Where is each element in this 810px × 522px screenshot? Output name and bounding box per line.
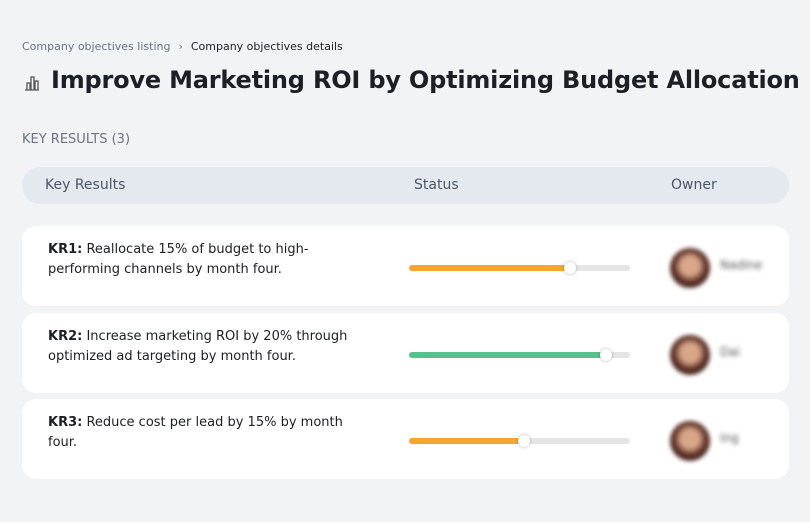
key-result-text: KR1: Reallocate 15% of budget to high-pe… bbox=[48, 240, 348, 280]
page-title: Improve Marketing ROI by Optimizing Budg… bbox=[51, 66, 800, 94]
owner-name: Nadine bbox=[720, 258, 763, 272]
progress-track bbox=[409, 262, 630, 274]
progress-knob bbox=[599, 349, 612, 361]
progress-knob bbox=[517, 435, 530, 447]
progress-knob bbox=[564, 262, 577, 274]
key-result-row: KR1: Reallocate 15% of budget to high-pe… bbox=[22, 226, 789, 306]
key-result-description: Reduce cost per lead by 15% by month fou… bbox=[48, 415, 343, 450]
key-result-description: Reallocate 15% of budget to high-perform… bbox=[48, 242, 309, 277]
key-result-row: KR2: Increase marketing ROI by 20% throu… bbox=[22, 313, 789, 393]
breadcrumb-current: Company objectives details bbox=[190, 40, 343, 53]
progress-fill bbox=[409, 438, 524, 444]
progress-track bbox=[409, 349, 630, 361]
progress-track bbox=[409, 435, 630, 447]
progress-fill bbox=[409, 352, 606, 358]
breadcrumb-separator: › bbox=[178, 40, 183, 53]
key-result-text: KR2: Increase marketing ROI by 20% throu… bbox=[48, 327, 348, 367]
owner-avatar bbox=[670, 335, 710, 375]
column-header: Owner bbox=[671, 177, 717, 193]
table-header: Key Results Status Owner bbox=[22, 167, 789, 204]
progress-fill bbox=[409, 265, 571, 271]
key-result-text: KR3: Reduce cost per lead by 15% by mont… bbox=[48, 413, 348, 453]
key-result-label: KR1: bbox=[48, 242, 83, 257]
key-result-label: KR3: bbox=[48, 415, 83, 430]
key-result-row: KR3: Reduce cost per lead by 15% by mont… bbox=[22, 399, 789, 479]
owner-avatar bbox=[670, 248, 710, 288]
owner-name: Dai bbox=[720, 345, 740, 359]
section-label: KEY RESULTS (3) bbox=[22, 132, 131, 147]
breadcrumb: Company objectives listing › Company obj… bbox=[22, 40, 343, 53]
column-header: Status bbox=[414, 177, 459, 193]
key-result-description: Increase marketing ROI by 20% through op… bbox=[48, 329, 348, 364]
key-result-label: KR2: bbox=[48, 329, 83, 344]
breadcrumb-link[interactable]: Company objectives listing bbox=[22, 40, 171, 53]
title-icon bbox=[25, 76, 39, 91]
column-header: Key Results bbox=[45, 177, 126, 193]
owner-avatar bbox=[670, 421, 710, 461]
owner-name: Ing bbox=[720, 431, 739, 445]
